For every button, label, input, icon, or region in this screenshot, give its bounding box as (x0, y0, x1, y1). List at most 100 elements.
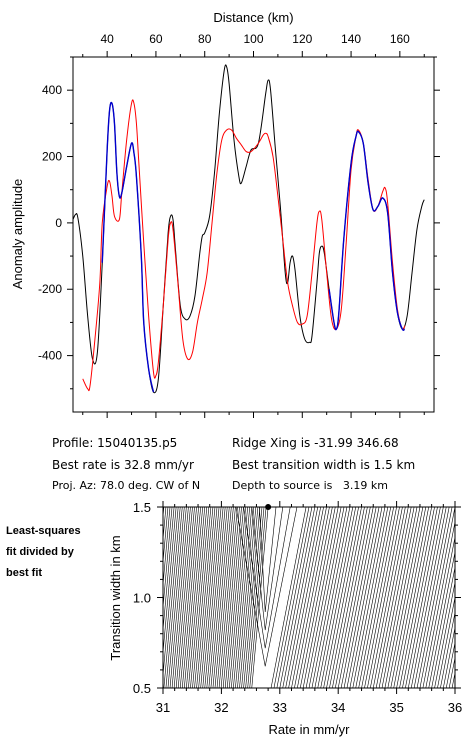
misfit-contour (387, 507, 424, 688)
misfit-contour (282, 507, 319, 688)
misfit-contour (396, 507, 432, 688)
misfit-contour (302, 507, 339, 688)
misfit-contour (163, 507, 179, 679)
misfit-contour (402, 507, 438, 688)
rate-tick-label: 32 (214, 700, 228, 715)
misfit-contour (361, 507, 397, 688)
misfit-contour (323, 507, 359, 688)
misfit-contour (334, 507, 371, 688)
misfit-contour (437, 595, 455, 688)
misfit-contour (355, 507, 392, 688)
misfit-contour (346, 507, 383, 688)
best-rate-label: Best rate is 32.8 mm/yr (52, 458, 194, 472)
width-tick-label: 1.0 (133, 591, 151, 606)
amplitude-axis-title: Anomaly amplitude (10, 179, 25, 290)
misfit-contour (416, 507, 453, 688)
amplitude-tick-label: 400 (42, 83, 62, 97)
misfit-contour (208, 507, 226, 688)
misfit-contour (372, 507, 409, 688)
misfit-contour (204, 507, 222, 688)
misfit-contour (352, 507, 389, 688)
misfit-contour (163, 507, 173, 611)
misfit-contour (367, 507, 403, 688)
misfit-contour (200, 507, 218, 688)
misfit-contour (370, 507, 406, 688)
best-transition-label: Best transition width is 1.5 km (232, 458, 416, 472)
misfit-contour (212, 507, 230, 688)
distance-tick-label: 100 (243, 32, 263, 46)
misfit-contour (393, 507, 430, 688)
misfit-contour (231, 507, 248, 688)
misfit-contour (381, 507, 418, 688)
distance-tick-label: 40 (100, 32, 114, 46)
misfit-contour (358, 507, 394, 688)
misfit-contour-valley (243, 507, 291, 649)
profile-label: Profile: 15040135.p5 (52, 436, 178, 450)
distance-tick-label: 60 (149, 32, 163, 46)
side-note-line-1: Least-squares (6, 525, 81, 537)
ridge-crossing-label: Ridge Xing is -31.99 346.68 (232, 436, 399, 450)
fit-window-line-1 (101, 101, 155, 393)
misfit-contour (279, 507, 316, 688)
anomaly-plot-frame (72, 56, 435, 413)
misfit-contour (285, 507, 321, 688)
misfit-contour (422, 520, 455, 688)
misfit-contour (214, 507, 232, 688)
rate-tick-label: 34 (331, 700, 345, 715)
misfit-axis-ticks: 31 32 33 34 35 36 0.5 1.0 1.5 (133, 500, 462, 715)
misfit-contour (179, 507, 197, 688)
misfit-contour (173, 507, 191, 688)
misfit-contour (299, 507, 336, 688)
misfit-contour (340, 507, 377, 688)
misfit-contour (320, 507, 357, 688)
misfit-contour (434, 580, 455, 688)
best-fit-marker (265, 504, 272, 510)
misfit-contour (378, 507, 415, 688)
misfit-contour (443, 626, 455, 688)
misfit-contour (192, 507, 210, 688)
misfit-contour (198, 507, 216, 688)
misfit-contour (297, 507, 333, 688)
misfit-contour (202, 507, 220, 688)
misfit-contour-valley (251, 507, 284, 631)
misfit-contour (317, 507, 354, 688)
misfit-contour (270, 507, 307, 688)
rate-tick-label: 31 (156, 700, 170, 715)
rate-tick-label: 36 (448, 700, 462, 715)
anomaly-axis-ticks: 40 60 80 100 120 140 160 -400 -200 0 200 400 (38, 32, 440, 418)
misfit-contour (249, 507, 267, 688)
misfit-contour (308, 507, 345, 688)
misfit-contour (163, 507, 181, 688)
distance-tick-label: 160 (390, 32, 410, 46)
rate-axis-title: Rate in mm/yr (269, 722, 351, 737)
misfit-contour-chart: 31 32 33 34 35 36 0.5 1.0 1.5 Rate in mm/yr Tran… (108, 500, 462, 737)
anomaly-chart: Distance (km) Anomaly amplitude 40 60 80 10… (10, 10, 440, 418)
misfit-contour (186, 507, 204, 688)
misfit-contour (177, 507, 195, 688)
misfit-contour (405, 507, 441, 688)
observed-anomaly-line (72, 64, 425, 394)
misfit-contour (326, 507, 362, 688)
misfit-contour (288, 507, 324, 688)
misfit-contour (410, 507, 447, 688)
misfit-contour (196, 507, 214, 688)
misfit-contour (390, 507, 427, 688)
misfit-contour (332, 507, 368, 688)
misfit-contour (184, 507, 201, 688)
misfit-contour (210, 507, 228, 688)
misfit-contour-valley (235, 507, 298, 667)
misfit-contour (291, 507, 327, 688)
misfit-contour (163, 507, 175, 634)
misfit-contour (245, 507, 263, 688)
misfit-contour (235, 507, 253, 688)
misfit-contour (445, 641, 455, 688)
misfit-contour (224, 507, 242, 688)
anomaly-series-group (72, 64, 425, 394)
misfit-contour (241, 507, 259, 688)
amplitude-tick-label: 0 (55, 216, 62, 230)
misfit-contour (375, 507, 412, 688)
misfit-contour (206, 507, 224, 688)
misfit-contour (311, 507, 348, 688)
misfit-contour (188, 507, 206, 688)
